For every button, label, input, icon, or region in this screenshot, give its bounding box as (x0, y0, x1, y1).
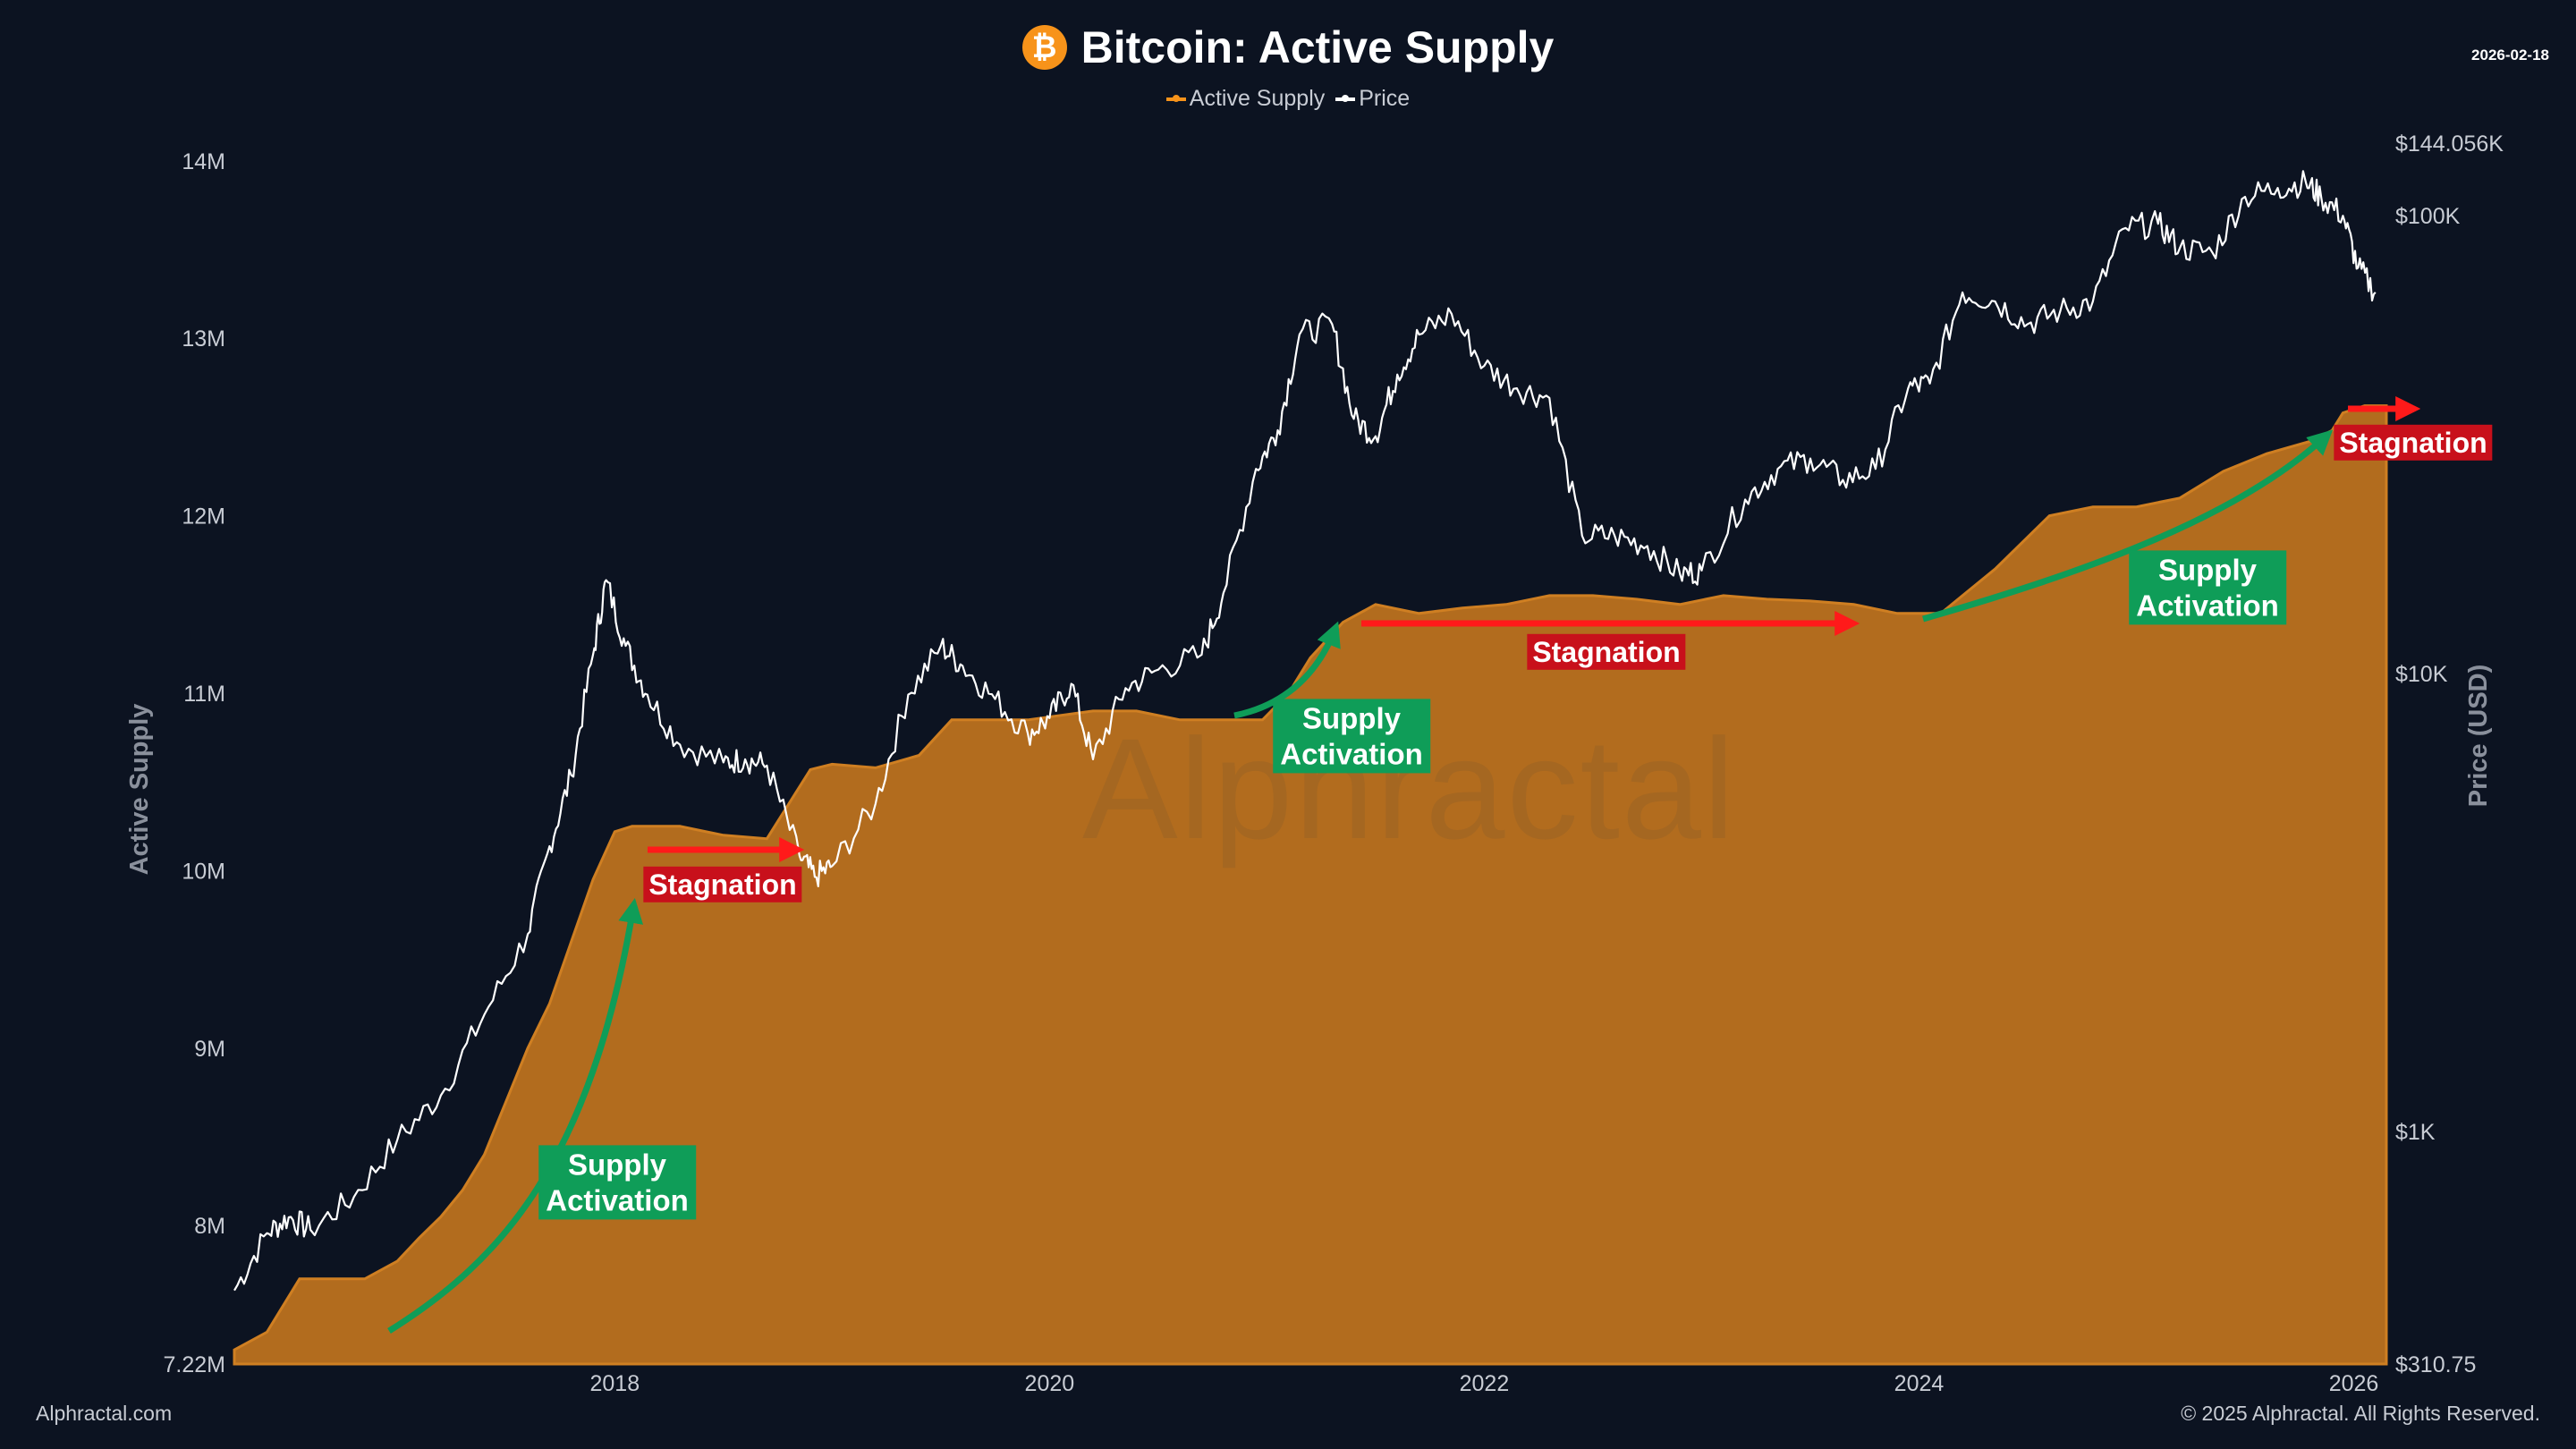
y2-tick-label: $100K (2395, 204, 2461, 229)
x-tick-label: 2022 (1460, 1371, 1510, 1396)
x-tick-label: 2024 (1894, 1371, 1945, 1396)
active-supply-area (233, 404, 2388, 1366)
title-bar: ₿ Bitcoin: Active Supply (0, 16, 2576, 79)
y2-axis-title: Price (USD) (2464, 665, 2493, 808)
footer-source[interactable]: Alphractal.com (36, 1402, 173, 1425)
x-tick-label: 2026 (2329, 1371, 2379, 1396)
annotation-line: Supply (1301, 701, 1401, 735)
y2-tick-label: $1K (2395, 1120, 2436, 1145)
bitcoin-logo-icon: ₿ (1021, 25, 1067, 70)
legend-marker-orange-icon (1165, 94, 1186, 102)
date-label: 2026-02-18 (2471, 47, 2549, 64)
annotation-arrow (1922, 429, 2334, 623)
y-tick-label: 14M (182, 149, 225, 174)
x-tick-label: 2020 (1025, 1371, 1075, 1396)
annotation-stagnation-1: Stagnation (643, 866, 802, 903)
chart-title: Bitcoin: Active Supply (1080, 22, 1555, 72)
annotation-line: Stagnation (1532, 635, 1681, 668)
annotation-line: Supply (2157, 553, 2257, 587)
y-axis-title: Active Supply (125, 704, 154, 876)
annotation-line: Supply (567, 1148, 666, 1182)
annotation-supply-activation-3: Supply Activation (2129, 550, 2286, 625)
annotation-arrow (387, 897, 644, 1334)
legend-label-active-supply: Active Supply (1189, 86, 1326, 111)
y-tick-label: 11M (183, 682, 225, 707)
annotation-supply-activation-1: Supply Activation (538, 1145, 696, 1220)
y2-tick-label: $144.056K (2395, 131, 2504, 157)
y-tick-label: 7.22M (164, 1352, 225, 1377)
y-tick-label: 12M (182, 504, 225, 530)
y2-tick-label: $310.75 (2395, 1352, 2476, 1377)
y-tick-label: 8M (194, 1214, 225, 1239)
y-tick-label: 9M (194, 1037, 225, 1062)
footer-copyright: © 2025 Alphractal. All Rights Reserved. (2181, 1402, 2540, 1425)
legend: Active Supply Price (0, 86, 2576, 112)
annotation-line: Activation (2136, 589, 2279, 622)
legend-item-active-supply[interactable]: Active Supply (1165, 86, 1326, 112)
annotation-stagnation-3: Stagnation (2334, 424, 2493, 462)
annotation-line: Activation (1280, 737, 1423, 770)
y-tick-label: 10M (182, 859, 225, 884)
price-line (233, 170, 2377, 1292)
annotation-line: Stagnation (648, 868, 797, 901)
legend-item-price[interactable]: Price (1335, 86, 1410, 112)
annotation-line: Activation (546, 1183, 689, 1216)
x-tick-label: 2018 (589, 1371, 640, 1396)
annotation-line: Stagnation (2339, 426, 2487, 459)
annotation-supply-activation-2: Supply Activation (1273, 699, 1430, 774)
legend-label-price: Price (1359, 86, 1411, 111)
y-tick-label: 13M (182, 326, 225, 352)
y2-tick-label: $10K (2395, 662, 2448, 687)
annotation-stagnation-2: Stagnation (1527, 633, 1686, 671)
annotation-arrow (1233, 621, 1341, 719)
legend-marker-white-icon (1335, 94, 1356, 102)
